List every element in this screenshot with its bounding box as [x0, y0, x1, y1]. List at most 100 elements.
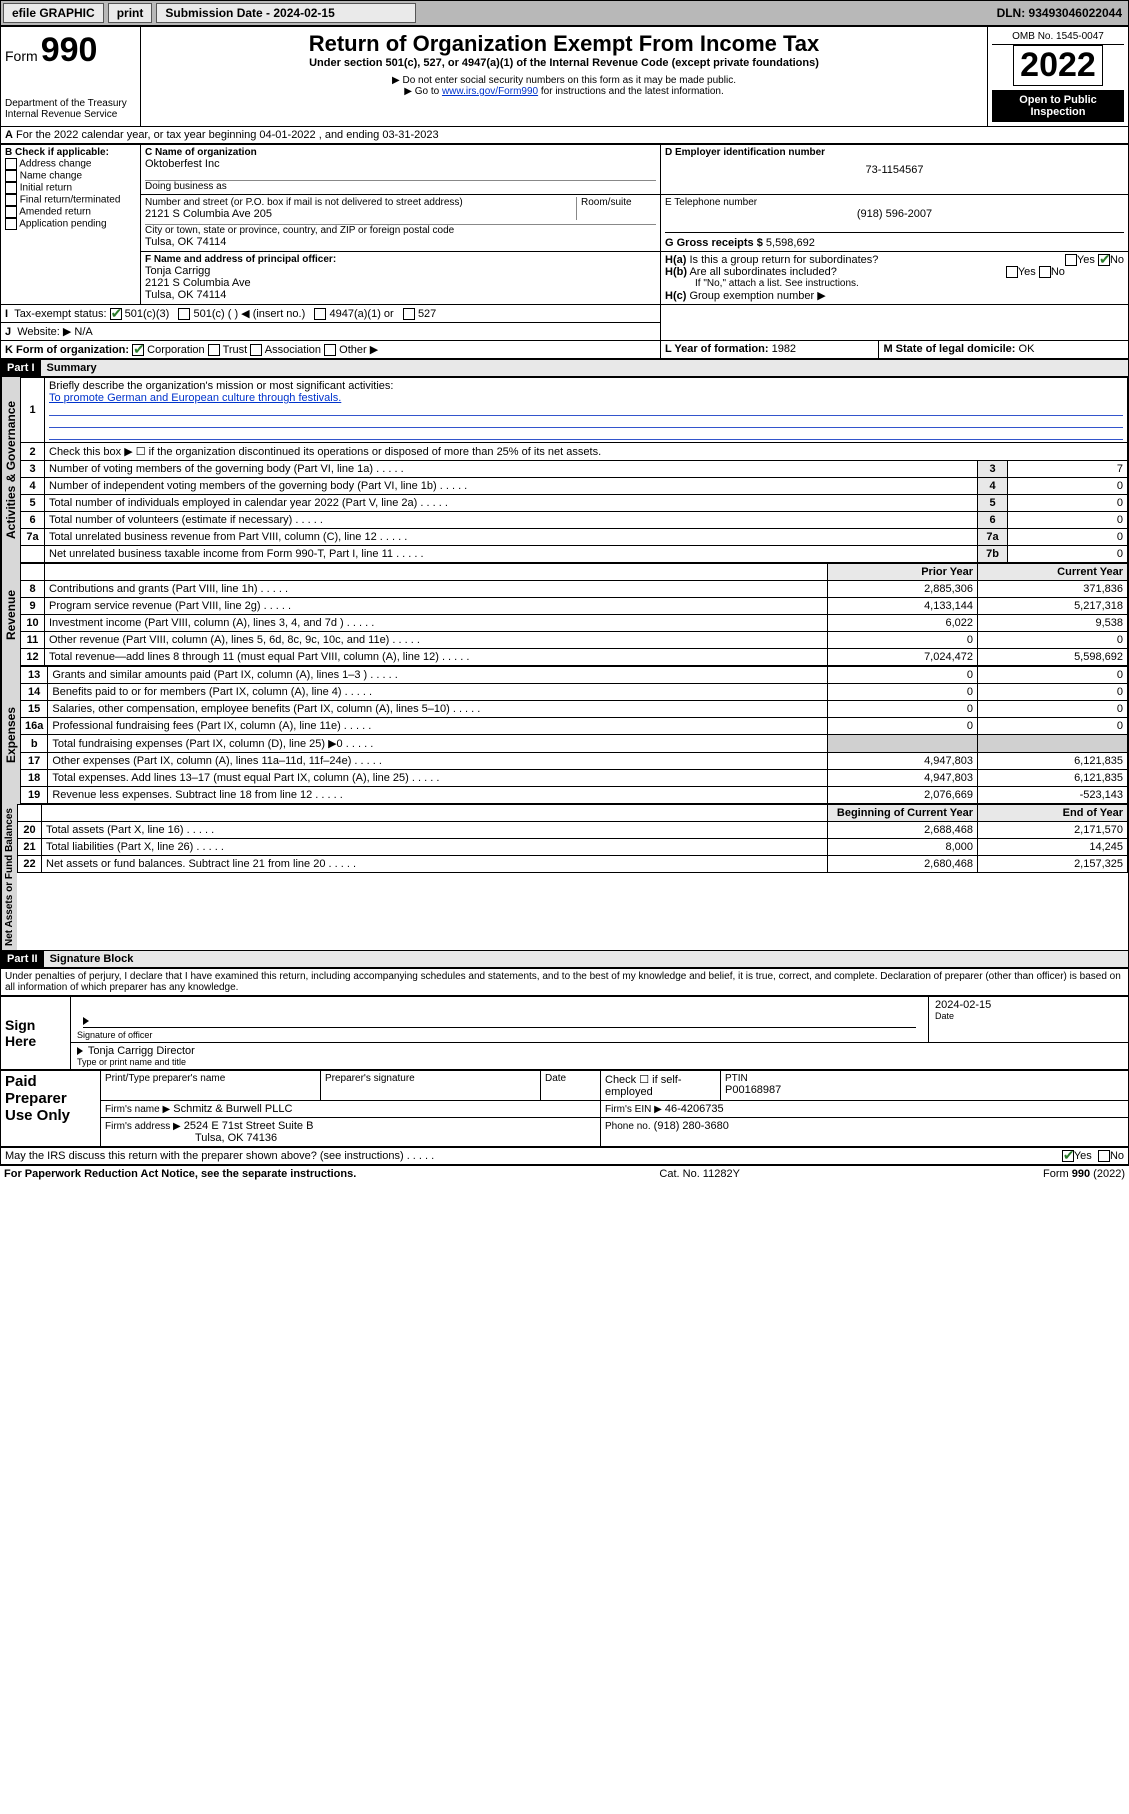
h-a: H(a) Is this a group return for subordin… [665, 254, 1124, 266]
sign-arrow-icon [83, 1017, 89, 1025]
501c-checkbox[interactable] [178, 308, 190, 320]
paid-prep-label: Paid Preparer Use Only [1, 1071, 101, 1147]
open-to-public: Open to Public Inspection [992, 90, 1124, 122]
section-expenses: Expenses 13Grants and similar amounts pa… [0, 666, 1129, 804]
assoc-checkbox[interactable] [250, 344, 262, 356]
b-checkbox[interactable] [5, 158, 17, 170]
j-label: Website: ▶ [17, 326, 71, 338]
irs-label: Internal Revenue Service [5, 109, 136, 120]
col-end: End of Year [978, 805, 1128, 822]
org-name: Oktoberfest Inc [145, 158, 656, 170]
discuss-yes-checkbox[interactable] [1062, 1150, 1074, 1162]
line-2: Check this box ▶ ☐ if the organization d… [45, 443, 1128, 461]
sign-here-block: Sign Here Signature of officer 2024-02-1… [0, 996, 1129, 1070]
b-checkbox[interactable] [5, 206, 17, 218]
subtitle-1: Under section 501(c), 527, or 4947(a)(1)… [145, 57, 983, 69]
officer-addr2: Tulsa, OK 74114 [145, 289, 656, 301]
b-item: Application pending [5, 218, 136, 230]
footer-right: Form 990 (2022) [1043, 1168, 1125, 1180]
b-item: Amended return [5, 206, 136, 218]
firm-phone: (918) 280-3680 [654, 1120, 729, 1132]
form-label: Form [5, 48, 38, 64]
sign-here-label: Sign Here [1, 997, 71, 1069]
subtitle-2: ▶ Do not enter social security numbers o… [145, 75, 983, 86]
f-label: F Name and address of principal officer: [145, 254, 656, 265]
self-employed: Check ☐ if self-employed [601, 1071, 721, 1101]
firm-name: Schmitz & Burwell PLLC [173, 1103, 292, 1115]
hb-yes-checkbox[interactable] [1006, 266, 1018, 278]
ha-yes-checkbox[interactable] [1065, 254, 1077, 266]
b-checkbox[interactable] [5, 194, 17, 206]
tax-year: 2022 [1013, 45, 1103, 86]
b-checkbox[interactable] [5, 218, 17, 230]
addr-label: Number and street (or P.O. box if mail i… [145, 197, 576, 208]
501c3-checkbox[interactable] [110, 308, 122, 320]
b-checkbox[interactable] [5, 182, 17, 194]
name-arrow-icon [77, 1047, 83, 1055]
officer-print-name: Tonja Carrigg Director [88, 1045, 195, 1057]
other-checkbox[interactable] [324, 344, 336, 356]
trust-checkbox[interactable] [208, 344, 220, 356]
telephone: (918) 596-2007 [665, 208, 1124, 220]
line-a: A For the 2022 calendar year, or tax yea… [0, 127, 1129, 144]
h-c: H(c) Group exemption number ▶ [665, 289, 1124, 302]
year-formation: 1982 [772, 343, 796, 355]
b-item: Address change [5, 158, 136, 170]
hb-no-checkbox[interactable] [1039, 266, 1051, 278]
k-label: K Form of organization: [5, 344, 129, 356]
part2-header: Part II Signature Block [0, 950, 1129, 968]
vlabel-governance: Activities & Governance [1, 377, 20, 563]
discuss-no-checkbox[interactable] [1098, 1150, 1110, 1162]
mission-text[interactable]: To promote German and European culture t… [49, 392, 341, 404]
b-item: Initial return [5, 182, 136, 194]
dln: DLN: 93493046022044 [997, 6, 1128, 20]
sig-officer-caption: Signature of officer [77, 1030, 922, 1040]
omb-number: OMB No. 1545-0047 [992, 31, 1124, 45]
c-name-label: C Name of organization [145, 147, 656, 158]
b-label: B Check if applicable: [5, 147, 136, 158]
subtitle-3: ▶ Go to www.irs.gov/Form990 for instruct… [145, 86, 983, 97]
footer-mid: Cat. No. 11282Y [659, 1168, 740, 1180]
527-checkbox[interactable] [403, 308, 415, 320]
dept-treasury: Department of the Treasury [5, 98, 136, 109]
ptin: P00168987 [725, 1084, 1124, 1096]
b-checkbox[interactable] [5, 170, 17, 182]
officer-addr1: 2121 S Columbia Ave [145, 277, 656, 289]
vlabel-netassets: Net Assets or Fund Balances [1, 804, 17, 950]
discuss-row: May the IRS discuss this return with the… [0, 1147, 1129, 1165]
street-address: 2121 S Columbia Ave 205 [145, 208, 576, 220]
form-title: Return of Organization Exempt From Incom… [145, 31, 983, 57]
h-b: H(b) Are all subordinates included? Yes … [665, 266, 1124, 278]
topbar: efile GRAPHIC print Submission Date - 20… [0, 0, 1129, 26]
ha-no-checkbox[interactable] [1098, 254, 1110, 266]
city-label: City or town, state or province, country… [145, 224, 656, 236]
footer-left: For Paperwork Reduction Act Notice, see … [4, 1168, 356, 1180]
firm-addr1: 2524 E 71st Street Suite B [184, 1120, 314, 1132]
firm-ein: 46-4206735 [665, 1103, 724, 1115]
declaration: Under penalties of perjury, I declare th… [0, 968, 1129, 996]
col-current: Current Year [978, 564, 1128, 581]
print-button[interactable]: print [108, 3, 153, 23]
part1-header: Part I Summary [0, 359, 1129, 377]
form-number: 990 [41, 31, 98, 69]
d-label: D Employer identification number [665, 147, 1124, 158]
gross-receipts: 5,598,692 [766, 237, 815, 249]
g-row: G Gross receipts $ 5,598,692 [665, 232, 1124, 249]
state-domicile: OK [1019, 343, 1035, 355]
firm-addr2: Tulsa, OK 74136 [105, 1132, 277, 1144]
h-note: If "No," attach a list. See instructions… [665, 278, 1124, 289]
city-state-zip: Tulsa, OK 74114 [145, 236, 656, 248]
efile-badge: efile GRAPHIC [3, 3, 104, 23]
4947-checkbox[interactable] [314, 308, 326, 320]
col-prior: Prior Year [828, 564, 978, 581]
submission-date: Submission Date - 2024-02-15 [156, 3, 416, 23]
sig-date: 2024-02-15 [935, 999, 1122, 1011]
officer-name: Tonja Carrigg [145, 265, 656, 277]
vlabel-expenses: Expenses [1, 666, 20, 804]
irs-link[interactable]: www.irs.gov/Form990 [442, 86, 538, 97]
e-label: E Telephone number [665, 197, 1124, 208]
corp-checkbox[interactable] [132, 344, 144, 356]
ein: 73-1154567 [665, 158, 1124, 182]
b-item: Name change [5, 170, 136, 182]
section-netassets: Net Assets or Fund Balances Beginning of… [0, 804, 1129, 950]
